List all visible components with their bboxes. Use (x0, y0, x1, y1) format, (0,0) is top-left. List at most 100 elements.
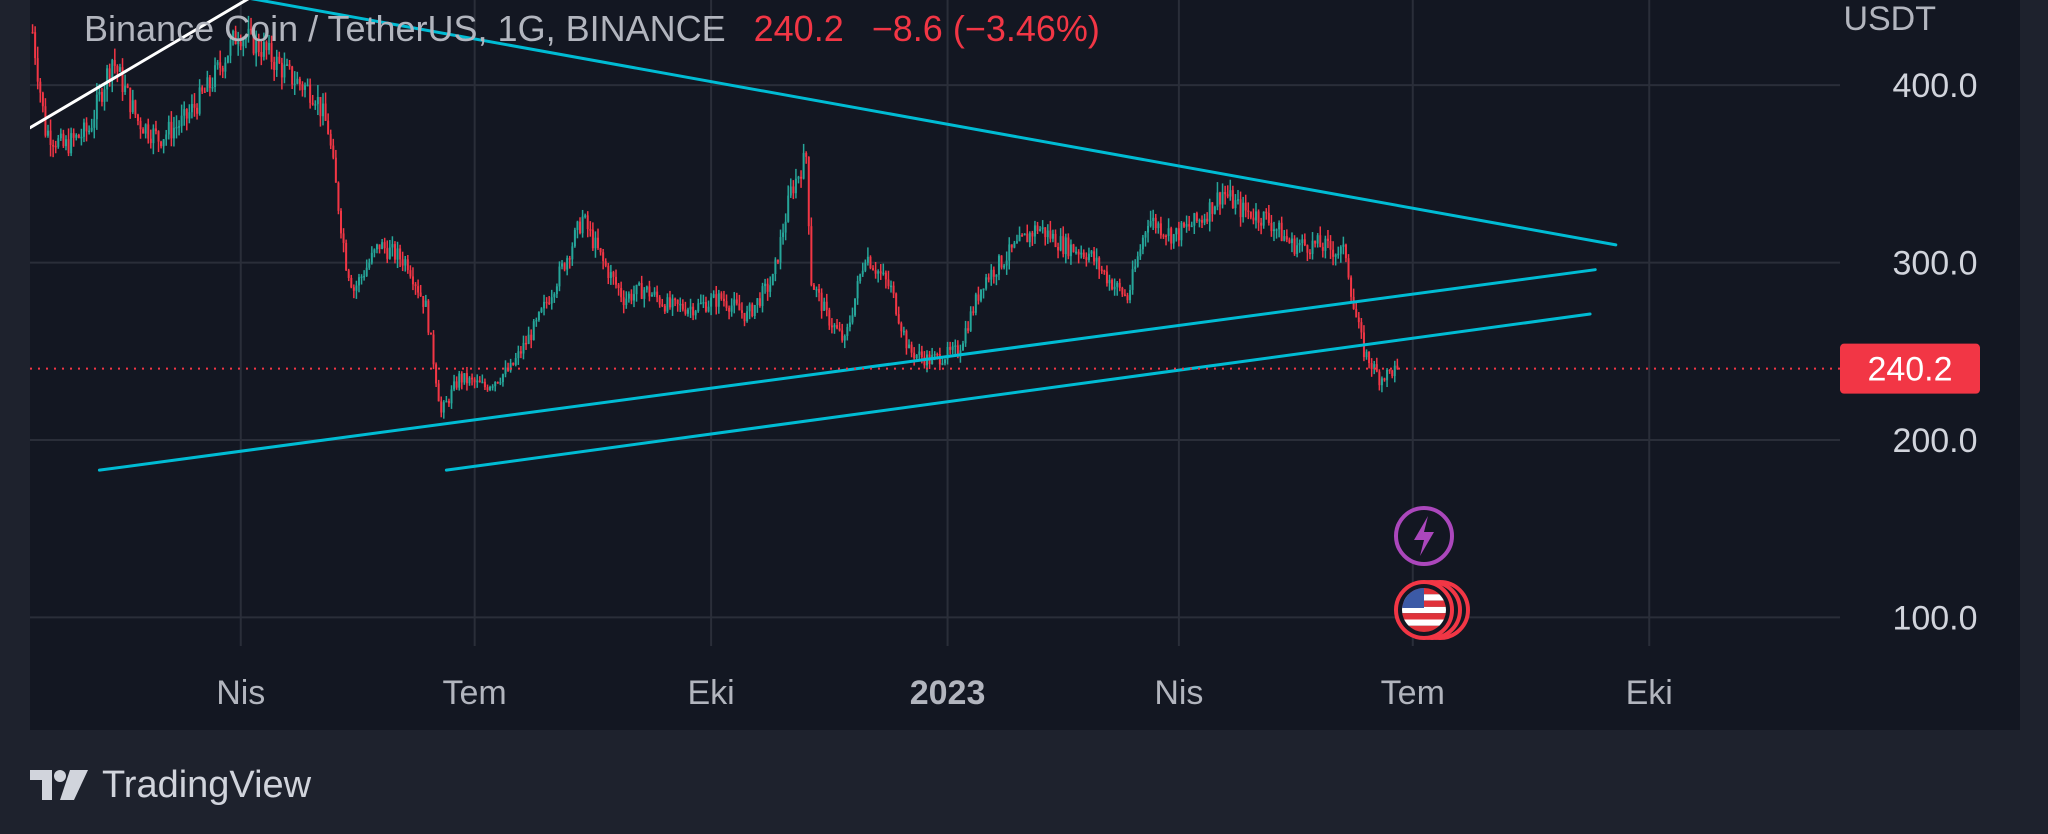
event-markers[interactable] (1394, 506, 1470, 640)
candle-body (273, 61, 276, 70)
candle-body (77, 134, 80, 138)
candle-body (342, 233, 345, 243)
legend-change: −8.6 (−3.46%) (871, 8, 1100, 49)
candle-body (1031, 232, 1034, 237)
candle-body (339, 210, 342, 234)
candle-body (728, 307, 731, 312)
legend-symbol: Binance Coin / TetherUS, 1G, BINANCE (84, 8, 726, 49)
candle-body (419, 292, 422, 297)
candle-body (126, 85, 129, 88)
candle-body (918, 351, 921, 355)
candle-body (597, 237, 600, 249)
candle-body (1265, 211, 1268, 214)
candle-body (923, 357, 926, 366)
candle-body (995, 274, 998, 277)
candle-body (517, 351, 520, 359)
candle-body (447, 400, 450, 404)
candle-body (1185, 224, 1188, 227)
candle-body (465, 373, 468, 384)
candle-body (1180, 222, 1183, 241)
candle-body (499, 382, 502, 384)
candle-body (1108, 279, 1111, 284)
candle-body (355, 285, 358, 291)
chart-panel[interactable]: 100.0 200.0 300.0 400.0 Nis Tem Eki 2023 Nis Tem… (30, 0, 2020, 730)
candle-body (658, 297, 661, 305)
candle-body (113, 60, 116, 66)
candle-body (1118, 282, 1121, 288)
candle-body (304, 85, 307, 90)
candle-body (298, 78, 301, 85)
candle-body (1201, 220, 1204, 223)
candle-body (537, 312, 540, 320)
candle-body (702, 302, 705, 304)
candle-body (476, 380, 479, 383)
y-tick-label: 100.0 (1892, 599, 1977, 637)
candle-body (1321, 247, 1324, 251)
candle-body (753, 304, 756, 317)
candle-body (1275, 229, 1278, 231)
candle-body (676, 299, 679, 304)
currency-label[interactable]: USDT (1843, 0, 1936, 38)
candle-body (160, 141, 163, 147)
chart-svg[interactable]: 100.0 200.0 300.0 400.0 Nis Tem Eki 2023 Nis Tem… (30, 0, 2020, 730)
candle-body (409, 270, 412, 277)
candle-body (1080, 252, 1083, 255)
candle-body (800, 176, 803, 179)
candle-body (121, 67, 124, 92)
trendlines[interactable] (30, 0, 1618, 472)
candle-body (1247, 210, 1250, 212)
candle-body (841, 330, 844, 341)
candle-body (286, 64, 289, 66)
candle-body (491, 386, 494, 388)
candle-body (1041, 227, 1044, 230)
candle-body (39, 81, 42, 93)
candle-body (1087, 253, 1090, 261)
candle-body (201, 87, 204, 92)
candle-body (686, 309, 689, 314)
candle-body (144, 124, 147, 134)
candle-body (738, 303, 741, 311)
candle-body (131, 100, 134, 113)
candle-body (532, 321, 535, 341)
candle-body (707, 306, 710, 312)
candle-body (1221, 192, 1224, 205)
candle-body (977, 294, 980, 301)
candle-body (943, 359, 946, 364)
lightning-event-icon[interactable] (1394, 506, 1454, 566)
candle-body (196, 107, 199, 114)
candle-body (758, 298, 761, 306)
candle-body (905, 330, 908, 349)
candle-body (172, 127, 175, 139)
candle-body (959, 350, 962, 357)
candle-body (1190, 225, 1193, 228)
trendline-descending-resistance[interactable] (92, 0, 1618, 247)
candle-body (1203, 218, 1206, 223)
candle-body (180, 115, 183, 127)
trendline-ascending-support-2[interactable] (444, 312, 1592, 472)
candle-body (671, 298, 674, 308)
footer: TradingView (30, 760, 311, 810)
candle-body (604, 261, 607, 266)
candle-body (280, 62, 283, 78)
us-flag-event-icon[interactable] (1394, 580, 1470, 640)
candle-body (468, 377, 471, 384)
x-tick-label: 2023 (910, 674, 986, 712)
candle-body (866, 256, 869, 263)
footer-brand[interactable]: TradingView (102, 763, 312, 806)
candle-body (206, 77, 209, 92)
candle-body (612, 272, 615, 277)
candle-body (599, 248, 602, 253)
candle-body (1290, 238, 1293, 244)
candle-body (776, 259, 779, 263)
candle-body (1370, 362, 1373, 370)
candle-body (1021, 234, 1024, 237)
candle-body (170, 121, 173, 139)
candle-body (306, 84, 309, 87)
candle-body (697, 303, 700, 312)
candle-body (188, 112, 191, 119)
trendline-white-line[interactable] (30, 0, 333, 130)
candle-body (802, 153, 805, 179)
trendline-ascending-support-1[interactable] (97, 268, 1597, 472)
candle-body (661, 304, 664, 306)
candle-body (1298, 243, 1301, 246)
